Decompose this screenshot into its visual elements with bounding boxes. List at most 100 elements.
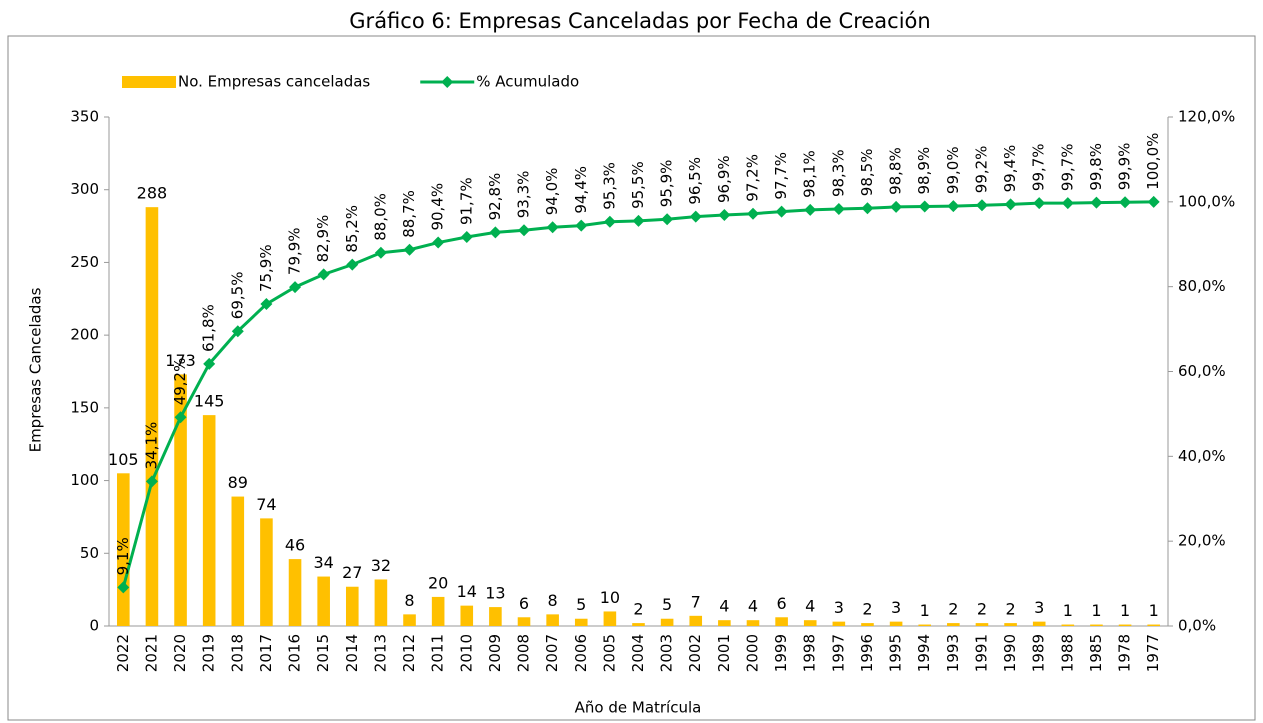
line-marker	[546, 221, 559, 234]
x-tick-label: 1988	[1058, 634, 1076, 672]
bar-value-label: 2	[977, 600, 987, 619]
line-marker	[575, 219, 588, 232]
x-tick-label: 1995	[887, 634, 905, 672]
line-value-label: 69,5%	[228, 272, 246, 320]
bar	[345, 586, 359, 626]
bar	[718, 620, 731, 626]
line-marker	[231, 325, 244, 338]
line-marker	[1061, 197, 1074, 210]
line-marker	[804, 203, 817, 216]
bar-value-label: 34	[313, 553, 333, 572]
y-tick-label: 300	[70, 180, 99, 198]
line-marker	[975, 199, 988, 212]
line-marker	[374, 246, 387, 259]
line-value-label: 99,2%	[972, 146, 990, 194]
x-tick-label: 2012	[400, 634, 418, 672]
chart-frame	[7, 35, 1256, 721]
line-value-label: 90,4%	[429, 183, 447, 231]
bar	[460, 605, 474, 626]
bar-value-label: 74	[256, 495, 276, 514]
y-tick-label: 250	[70, 253, 99, 271]
line-value-label: 61,8%	[200, 304, 218, 352]
line-value-label: 88,0%	[371, 193, 389, 241]
line-marker	[1147, 195, 1160, 208]
line-value-label: 98,5%	[858, 149, 876, 197]
line-value-label: 99,0%	[944, 146, 962, 194]
bar	[689, 615, 703, 626]
x-tick-label: 2003	[658, 634, 676, 672]
bar-value-label: 3	[1034, 598, 1044, 617]
line-marker	[203, 357, 216, 370]
line-marker	[1090, 196, 1103, 209]
x-tick-label: 2009	[486, 634, 504, 672]
line-marker	[947, 200, 960, 213]
bar	[603, 611, 617, 626]
y2-tick-label: 20,0%	[1178, 532, 1226, 550]
bar-value-label: 2	[862, 600, 872, 619]
legend-label: % Acumulado	[476, 73, 579, 91]
bar	[918, 624, 932, 626]
y2-tick-label: 40,0%	[1178, 447, 1226, 465]
line-value-label: 99,7%	[1058, 143, 1076, 191]
line-value-label: 94,0%	[543, 168, 561, 216]
bar	[231, 496, 245, 626]
bar	[145, 207, 159, 626]
bar-value-label: 6	[777, 594, 787, 613]
line-marker	[718, 208, 731, 221]
bar	[1090, 624, 1103, 626]
y2-tick-label: 0,0%	[1178, 617, 1216, 635]
line-marker	[403, 243, 416, 256]
bar-value-label: 105	[108, 450, 139, 469]
line-marker	[346, 258, 359, 271]
line-marker	[861, 202, 874, 215]
x-tick-label: 2014	[343, 634, 361, 672]
line-value-label: 49,2%	[171, 358, 189, 406]
bar-value-label: 8	[548, 591, 558, 610]
line-marker	[918, 200, 931, 213]
x-tick-label: 2000	[743, 634, 761, 672]
bar	[746, 620, 760, 626]
chart-title: Gráfico 6: Empresas Canceladas por Fecha…	[349, 9, 930, 33]
x-tick-label: 2007	[543, 634, 561, 672]
line-value-label: 97,7%	[772, 152, 790, 200]
bar	[174, 374, 187, 626]
line-marker	[460, 231, 473, 244]
bar	[517, 617, 531, 626]
bar-value-label: 13	[485, 584, 505, 603]
bar-value-label: 4	[748, 597, 758, 616]
line-value-label: 98,9%	[915, 147, 933, 195]
line-marker	[145, 475, 158, 488]
x-tick-label: 2011	[429, 634, 447, 672]
legend-label: No. Empresas canceladas	[178, 73, 370, 91]
line-value-label: 99,9%	[1116, 143, 1134, 191]
bar	[1147, 624, 1160, 626]
x-tick-label: 2002	[686, 634, 704, 672]
x-tick-label: 2022	[114, 634, 132, 672]
line-value-label: 95,5%	[629, 161, 647, 209]
x-tick-label: 2006	[572, 634, 590, 672]
line-value-label: 75,9%	[257, 244, 275, 292]
line-value-label: 92,8%	[486, 173, 504, 221]
line-marker	[775, 205, 788, 218]
line-marker	[689, 210, 702, 223]
x-tick-label: 2019	[200, 634, 218, 672]
y2-tick-label: 80,0%	[1178, 277, 1226, 295]
line-value-label: 95,3%	[600, 162, 618, 210]
y-tick-label: 150	[70, 398, 99, 416]
bar-value-label: 6	[519, 594, 529, 613]
x-tick-label: 2015	[314, 634, 332, 672]
bar-value-label: 5	[662, 595, 672, 614]
x-tick-label: 1990	[1001, 634, 1019, 672]
line-value-label: 82,9%	[314, 215, 332, 263]
line-value-label: 96,5%	[686, 157, 704, 205]
bar-value-label: 5	[576, 595, 586, 614]
line-value-label: 98,8%	[887, 147, 905, 195]
y2-tick-label: 100,0%	[1178, 192, 1235, 210]
bar-value-label: 1	[1120, 601, 1130, 620]
x-tick-label: 2010	[457, 634, 475, 672]
line-marker	[632, 214, 645, 227]
line-marker	[174, 411, 187, 424]
line-value-label: 95,9%	[658, 160, 676, 208]
bar-value-label: 89	[228, 473, 248, 492]
